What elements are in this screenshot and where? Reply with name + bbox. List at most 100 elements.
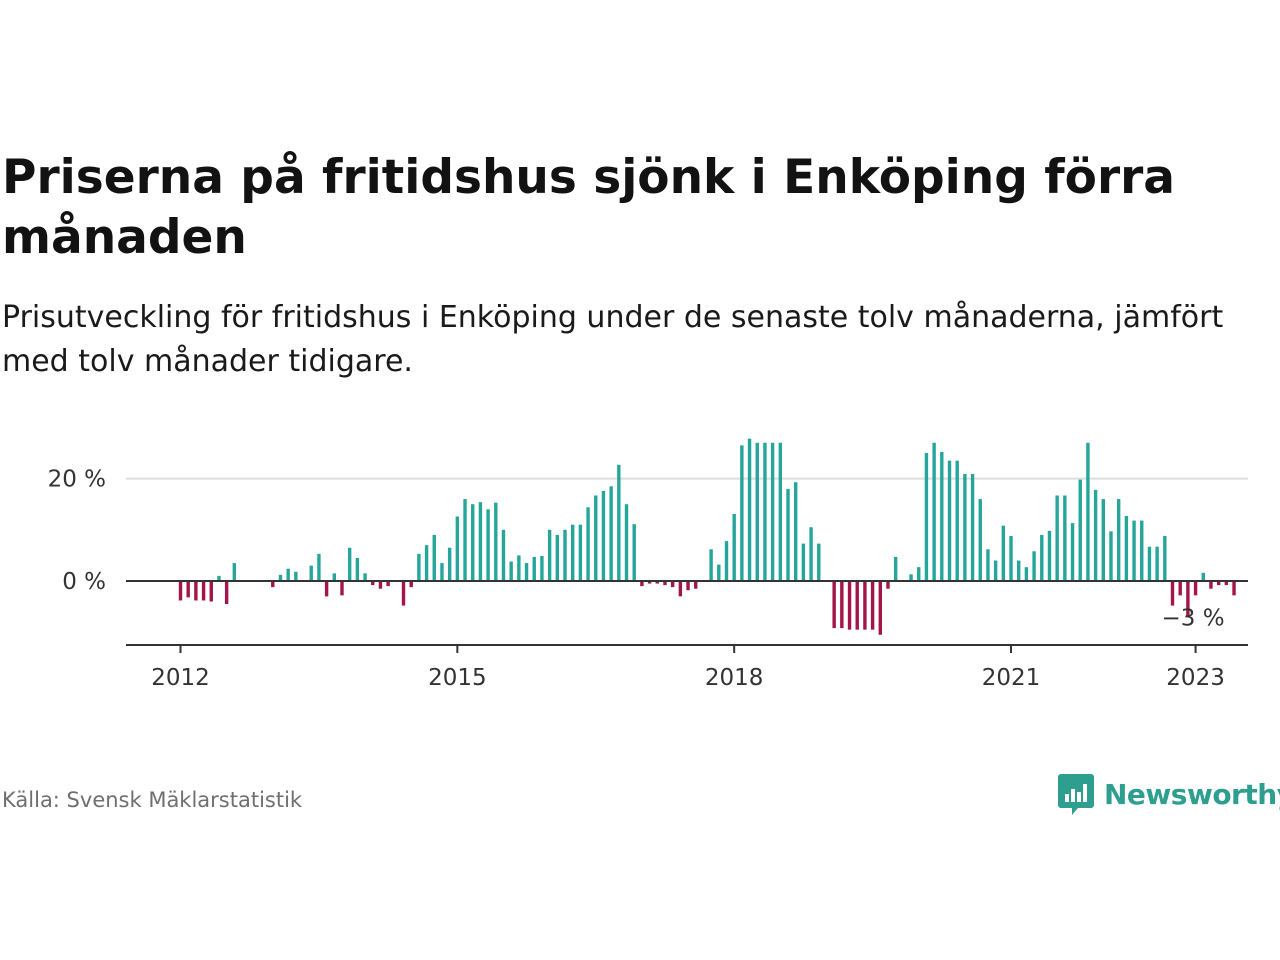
bar xyxy=(717,564,721,581)
bar xyxy=(886,581,890,589)
bar xyxy=(870,581,875,630)
newsworthy-logo-icon xyxy=(1058,774,1094,815)
bar xyxy=(1163,535,1167,581)
bar xyxy=(517,555,521,581)
bar xyxy=(509,561,513,581)
bar xyxy=(1063,495,1067,581)
bar xyxy=(770,442,775,581)
bar xyxy=(724,541,729,581)
bar xyxy=(1040,534,1044,581)
bar xyxy=(1224,581,1229,586)
bar xyxy=(594,495,598,581)
bar xyxy=(663,581,667,586)
bar xyxy=(609,486,613,581)
bar xyxy=(740,445,744,581)
bar xyxy=(763,442,767,581)
bar xyxy=(524,563,529,581)
bar xyxy=(817,543,821,581)
bar xyxy=(686,581,690,591)
bar xyxy=(970,473,975,581)
bar xyxy=(424,545,429,581)
bar xyxy=(855,581,859,630)
bar xyxy=(478,502,483,581)
annotation-label: −3 % xyxy=(1162,605,1225,631)
bar xyxy=(978,499,982,581)
bar xyxy=(709,549,713,581)
bar xyxy=(201,581,206,601)
bar xyxy=(347,547,352,581)
bar xyxy=(486,509,490,581)
bar xyxy=(194,581,198,601)
bar xyxy=(271,581,275,588)
bar xyxy=(1232,581,1236,596)
bar xyxy=(440,563,444,581)
bar xyxy=(1116,499,1121,581)
bar xyxy=(409,581,413,588)
bar xyxy=(947,460,952,581)
bar xyxy=(678,581,683,597)
bar xyxy=(286,568,290,581)
brand-name: Newsworthy xyxy=(1104,777,1280,811)
bar xyxy=(1086,442,1090,581)
bar xyxy=(555,534,560,581)
bar xyxy=(501,529,506,581)
bar xyxy=(309,565,313,581)
bar xyxy=(1209,581,1213,589)
bar xyxy=(955,460,959,581)
bar xyxy=(778,442,783,581)
bar xyxy=(1024,567,1029,581)
bar xyxy=(1009,535,1013,581)
bar xyxy=(1147,546,1152,581)
bar xyxy=(324,581,329,597)
bar xyxy=(863,581,867,630)
bar xyxy=(217,575,221,581)
bar xyxy=(878,581,882,635)
bar xyxy=(1193,581,1198,596)
bar xyxy=(1032,551,1036,581)
bar xyxy=(832,581,836,629)
bar xyxy=(1001,525,1006,581)
bar xyxy=(747,438,752,581)
bar xyxy=(294,571,298,581)
bar xyxy=(378,581,383,589)
bar xyxy=(278,574,283,581)
bar xyxy=(494,502,498,581)
bar xyxy=(455,516,460,581)
bar xyxy=(755,442,759,581)
bar xyxy=(178,581,183,601)
bar xyxy=(1155,546,1159,581)
bar xyxy=(963,473,967,581)
brand-logo: Newsworthy xyxy=(1058,772,1280,816)
bar xyxy=(355,557,360,581)
bar xyxy=(209,581,213,602)
bar xyxy=(801,543,806,581)
bar xyxy=(417,553,421,581)
x-tick-label: 2018 xyxy=(705,665,764,691)
bar xyxy=(1070,523,1075,581)
bar xyxy=(940,451,944,581)
bar xyxy=(794,482,798,581)
bar xyxy=(1201,572,1205,581)
bar xyxy=(1140,520,1144,581)
bar xyxy=(617,464,621,581)
bar xyxy=(670,581,675,588)
bar xyxy=(432,534,436,581)
bar xyxy=(993,560,998,581)
bar xyxy=(1078,479,1082,581)
bar xyxy=(224,581,229,605)
bar xyxy=(1017,560,1021,581)
bar xyxy=(694,581,698,589)
bar xyxy=(1109,531,1113,581)
bar xyxy=(893,556,898,581)
bar xyxy=(924,453,929,581)
bar xyxy=(540,555,544,581)
bar xyxy=(1093,489,1098,581)
bar xyxy=(340,581,344,596)
bar xyxy=(1186,581,1190,616)
bar xyxy=(578,524,583,581)
bar xyxy=(386,581,390,587)
x-tick-label: 2021 xyxy=(982,665,1041,691)
bar xyxy=(532,556,536,581)
bar xyxy=(624,504,629,581)
bar xyxy=(332,573,336,581)
